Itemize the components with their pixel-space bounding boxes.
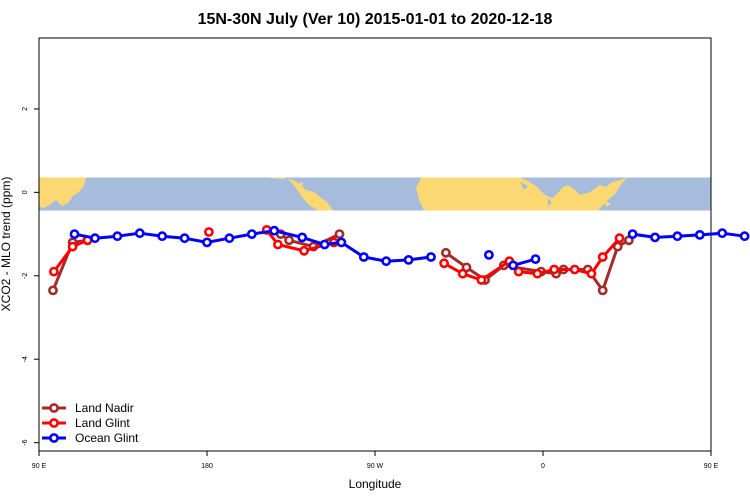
data-point-land-glint: [299, 245, 309, 256]
legend-label: Land Glint: [75, 416, 130, 430]
data-point-land-glint: [597, 252, 608, 262]
data-point-ocean-glint: [179, 233, 190, 244]
data-point-land-glint: [457, 268, 468, 279]
legend-item-ocean-glint: Ocean Glint: [42, 431, 139, 445]
data-point-ocean-glint: [297, 232, 308, 243]
legend-item-land-nadir: Land Nadir: [42, 401, 134, 415]
series-line-land-glint: [265, 228, 335, 253]
data-point-ocean-glint: [224, 233, 235, 244]
data-point-ocean-glint: [672, 231, 683, 242]
data-point-land-glint: [549, 264, 560, 275]
series-line-ocean-glint: [632, 231, 745, 239]
x-tick-label: 180: [201, 463, 213, 470]
legend-item-land-glint: Land Glint: [42, 416, 130, 430]
data-point-land-glint: [476, 275, 487, 285]
data-point-land-glint: [569, 264, 580, 275]
data-point-ocean-glint: [403, 254, 414, 265]
data-point-ocean-glint: [202, 237, 212, 248]
data-point-ocean-glint: [381, 256, 392, 267]
plot-frame: [38, 37, 712, 452]
data-point-ocean-glint: [69, 229, 80, 239]
legend-label: Land Nadir: [75, 401, 134, 415]
data-point-ocean-glint: [530, 254, 541, 264]
data-point-land-nadir: [334, 229, 345, 239]
y-axis-label: XCO2 - MLO trend (ppm): [0, 177, 13, 312]
x-tick-label: 90 W: [367, 463, 384, 470]
legend-marker: [49, 433, 59, 443]
data-point-land-glint: [586, 268, 597, 279]
legend-marker: [49, 418, 59, 428]
data-point-ocean-glint: [336, 237, 347, 248]
data-point-land-glint: [67, 241, 78, 252]
x-tick-label: 90 E: [704, 463, 719, 470]
data-point-land-nadir: [48, 285, 58, 296]
data-point-ocean-glint: [112, 231, 123, 242]
series-ocean-glint: [69, 225, 750, 271]
series-layer: [48, 224, 750, 296]
data-point-land-glint: [532, 268, 543, 279]
x-tick-label: 0: [541, 463, 545, 470]
data-point-land-glint: [439, 258, 449, 269]
data-point-ocean-glint: [157, 231, 168, 242]
data-point-ocean-glint: [319, 239, 330, 250]
data-point-land-nadir: [612, 241, 623, 252]
data-point-ocean-glint: [717, 228, 728, 239]
y-tick-label: 2: [22, 107, 29, 111]
data-point-ocean-glint: [739, 231, 750, 242]
data-point-land-nadir: [284, 235, 294, 246]
data-point-land-nadir: [597, 285, 608, 296]
data-point-ocean-glint: [134, 228, 145, 239]
data-point-land-nadir: [440, 247, 451, 258]
data-point-ocean-glint: [650, 232, 660, 243]
data-point-land-glint: [203, 227, 214, 237]
data-point-land-glint: [513, 266, 524, 277]
data-point-ocean-glint: [627, 229, 638, 239]
x-tick-label: 90 E: [32, 463, 47, 470]
data-point-land-glint: [614, 233, 625, 244]
world-map-strip: [39, 177, 711, 211]
y-tick-label: -6: [22, 439, 29, 445]
data-point-ocean-glint: [508, 260, 518, 271]
data-point-land-glint: [272, 239, 283, 250]
series-land-glint: [49, 224, 625, 285]
series-line-land-nadir: [445, 238, 630, 292]
data-point-ocean-glint: [90, 233, 100, 244]
data-point-ocean-glint: [269, 225, 280, 236]
data-point-ocean-glint: [694, 229, 705, 240]
y-tick-label: 0: [22, 190, 29, 194]
y-tick-label: -2: [22, 273, 29, 279]
legend-marker: [49, 403, 59, 413]
x-axis: 90 E 180 90 W 0 90 E: [32, 451, 719, 470]
data-point-land-glint: [49, 266, 59, 277]
data-point-ocean-glint: [358, 252, 369, 262]
chart-title: 15N-30N July (Ver 10) 2015-01-01 to 2020…: [198, 11, 553, 28]
y-tick-label: -4: [22, 356, 29, 362]
legend-label: Ocean Glint: [75, 431, 139, 445]
data-point-ocean-glint: [246, 229, 257, 239]
data-point-ocean-glint: [483, 249, 494, 260]
data-point-ocean-glint: [426, 252, 436, 262]
y-axis: -6 -4 -2 0 2: [22, 107, 39, 446]
x-axis-label: Longitude: [349, 477, 402, 491]
